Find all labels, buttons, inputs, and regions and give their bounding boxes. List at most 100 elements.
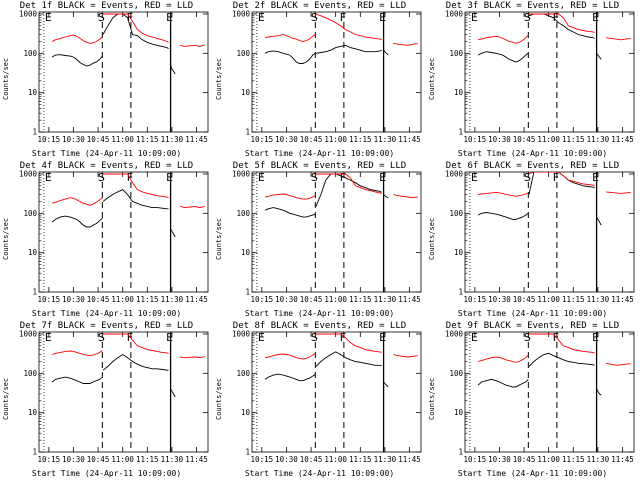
event-marker-label: E (592, 331, 599, 344)
panel-title: Det 5f BLACK = Events, RED = LLD (232, 161, 407, 171)
events-series-line (51, 215, 103, 228)
detector-panel-2: Det 2f BLACK = Events, RED = LLD Start Ti… (213, 0, 426, 160)
panel-plot: 1 10 100 1000 10:15 10:30 10:45 11:00 11:15 11:30… (19, 9, 209, 144)
x-axis-label: Start Time (24-Apr-11 10:09:00) (31, 309, 182, 318)
panel-plot: 1 10 100 1000 10:15 10:30 10:45 11:00 11:15 11:30… (445, 329, 635, 464)
lld-series-line (103, 173, 169, 199)
lld-series-line (103, 13, 169, 43)
x-tick-label: 11:45 (611, 135, 634, 144)
x-axis-label: Start Time (24-Apr-11 10:09:00) (244, 149, 395, 158)
detector-panel-1: Det 1f BLACK = Events, RED = LLD Start Ti… (0, 0, 213, 160)
event-marker-label: S (98, 171, 105, 184)
events-series-line (51, 376, 103, 384)
x-tick-label: 10:45 (300, 135, 323, 144)
x-tick-label: 10:30 (62, 135, 85, 144)
x-tick-label: 11:45 (611, 295, 634, 304)
plot-frame (38, 11, 209, 133)
x-tick-label: 11:00 (324, 455, 347, 464)
lld-series-line (606, 37, 631, 41)
x-tick-label: 11:15 (562, 135, 585, 144)
x-tick-label: 10:15 (38, 135, 61, 144)
x-tick-label: 11:00 (324, 295, 347, 304)
y-tick-label: 1 (458, 288, 463, 297)
y-tick-label: 10 (28, 88, 38, 97)
y-tick-label: 1 (245, 128, 250, 137)
x-tick-label: 11:45 (398, 295, 421, 304)
panel-title: Det 2f BLACK = Events, RED = LLD (232, 1, 407, 11)
event-marker-label: E (166, 331, 173, 344)
x-tick-label: 11:45 (185, 295, 208, 304)
x-tick-label: 10:15 (251, 455, 274, 464)
event-marker-label: S (98, 331, 105, 344)
x-tick-label: 11:45 (398, 455, 421, 464)
panel-plot: 1 10 100 1000 10:15 10:30 10:45 11:00 11:15 11:30… (232, 169, 422, 304)
y-tick-label: 10 (454, 408, 464, 417)
event-marker-label: E (45, 331, 52, 344)
event-marker-label: E (379, 331, 386, 344)
event-marker-label: S (311, 171, 318, 184)
event-marker-label: S (524, 331, 531, 344)
events-series-line (102, 353, 169, 371)
x-tick-label: 10:45 (300, 455, 323, 464)
lld-series-line (315, 13, 382, 41)
y-tick-label: 1 (245, 288, 250, 297)
y-tick-label: 1 (458, 448, 463, 457)
event-marker-label: E (166, 11, 173, 24)
panel-plot: 1 10 100 1000 10:15 10:30 10:45 11:00 11:15 11:30… (232, 329, 422, 464)
events-series-line (477, 51, 529, 63)
event-marker-label: E (166, 171, 173, 184)
panel-title: Det 3f BLACK = Events, RED = LLD (445, 1, 620, 11)
y-tick-label: 100 (236, 209, 250, 218)
x-tick-label: 11:00 (111, 455, 134, 464)
events-series-line (264, 50, 316, 64)
y-tick-label: 10 (454, 248, 464, 257)
plot-frame (251, 331, 422, 453)
events-series-line (383, 381, 389, 388)
y-tick-label: 10 (241, 88, 251, 97)
y-tick-label: 1000 (445, 329, 464, 338)
x-tick-label: 11:00 (111, 295, 134, 304)
plot-frame (38, 331, 209, 453)
x-tick-label: 11:30 (587, 295, 610, 304)
y-tick-label: 100 (236, 369, 250, 378)
x-axis-label: Start Time (24-Apr-11 10:09:00) (457, 149, 608, 158)
event-marker-label: E (471, 11, 478, 24)
y-tick-label: 100 (23, 49, 37, 58)
plot-frame (464, 331, 635, 453)
y-tick-label: 1000 (19, 329, 38, 338)
event-marker-label: F (340, 331, 346, 344)
x-tick-label: 11:45 (185, 135, 208, 144)
x-tick-label: 11:00 (537, 135, 560, 144)
y-tick-label: 1000 (445, 9, 464, 18)
lld-series-line (529, 333, 595, 354)
y-tick-label: 1000 (232, 9, 251, 18)
events-series-line (170, 388, 176, 398)
y-tick-label: 1 (32, 448, 37, 457)
panel-plot: 1 10 100 1000 10:15 10:30 10:45 11:00 11:15 11:30… (445, 9, 635, 144)
lld-series-line (478, 34, 529, 44)
y-tick-label: 1 (32, 288, 37, 297)
event-marker-label: E (379, 171, 386, 184)
y-tick-label: 100 (23, 369, 37, 378)
x-tick-label: 10:30 (275, 295, 298, 304)
x-tick-label: 11:15 (562, 295, 585, 304)
x-tick-label: 11:15 (349, 295, 372, 304)
x-tick-label: 10:15 (464, 295, 487, 304)
x-tick-label: 11:30 (161, 295, 184, 304)
x-tick-label: 10:30 (275, 135, 298, 144)
plot-frame (38, 171, 209, 293)
y-tick-label: 100 (449, 49, 463, 58)
event-marker-label: F (553, 171, 559, 184)
event-marker-label: S (311, 11, 318, 24)
event-marker-label: F (340, 11, 346, 24)
y-tick-label: 1 (245, 448, 250, 457)
x-tick-label: 11:15 (136, 455, 159, 464)
lld-series-line (606, 191, 631, 194)
y-tick-label: 10 (28, 408, 38, 417)
x-tick-label: 11:30 (587, 455, 610, 464)
y-tick-label: 1000 (232, 329, 251, 338)
lld-series-line (316, 333, 382, 353)
x-tick-label: 11:00 (537, 295, 560, 304)
x-tick-label: 11:15 (136, 295, 159, 304)
events-series-line (264, 373, 316, 382)
